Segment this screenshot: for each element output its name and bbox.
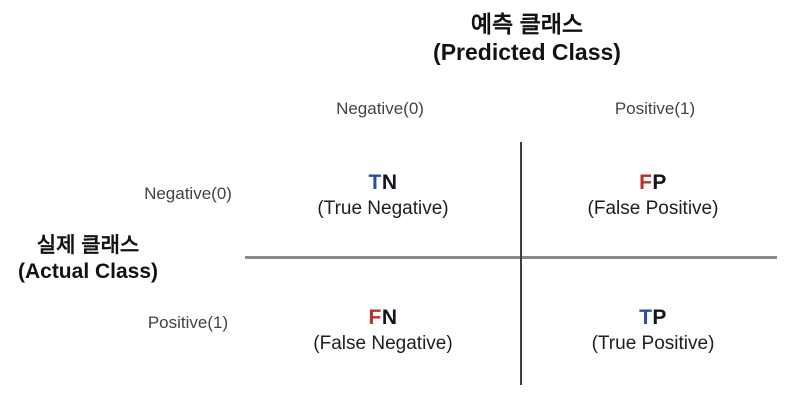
cell-tn-letter-rest: N <box>381 171 398 194</box>
col-header-positive: Positive(1) <box>614 99 696 118</box>
cell-fn-letter-first: F <box>368 306 382 329</box>
cell-tp-letter-rest: P <box>652 306 667 329</box>
actual-axis-title-english: (Actual Class) <box>17 260 159 283</box>
predicted-axis-title-korean: 예측 클래스 <box>470 11 584 37</box>
col-header-negative: Negative(0) <box>336 99 424 118</box>
cell-tn-label: (True Negative) <box>317 198 449 219</box>
cell-tp-abbreviation: TP <box>518 305 788 331</box>
cell-tp-letter-first: T <box>639 306 653 329</box>
cell-true-positive: TP (True Positive) <box>518 305 788 357</box>
vertical-divider-line <box>520 142 522 385</box>
cell-fn-abbreviation: FN <box>248 305 518 331</box>
cell-fp-letter-rest: P <box>652 171 667 194</box>
cell-fp-abbreviation: FP <box>518 170 788 196</box>
row-header-negative: Negative(0) <box>144 184 232 203</box>
cell-fp-label: (False Positive) <box>587 198 719 219</box>
actual-axis-title: 실제 클래스 (Actual Class) <box>18 233 158 285</box>
cell-true-negative: TN (True Negative) <box>248 170 518 222</box>
cell-false-positive: FP (False Positive) <box>518 170 788 222</box>
row-header-positive: Positive(1) <box>147 313 229 332</box>
cell-fp-letter-first: F <box>639 171 653 194</box>
cell-tn-letter-first: T <box>368 171 382 194</box>
cell-fn-label: (False Negative) <box>313 333 453 354</box>
predicted-axis-title-english: (Predicted Class) <box>433 39 621 65</box>
cell-false-negative: FN (False Negative) <box>248 305 518 357</box>
actual-axis-title-korean: 실제 클래스 <box>36 234 140 257</box>
horizontal-divider-line <box>245 256 777 259</box>
cell-tp-label: (True Positive) <box>591 333 715 354</box>
predicted-axis-title: 예측 클래스 (Predicted Class) <box>433 10 621 66</box>
cell-tn-abbreviation: TN <box>248 170 518 196</box>
cell-fn-letter-rest: N <box>381 306 398 329</box>
